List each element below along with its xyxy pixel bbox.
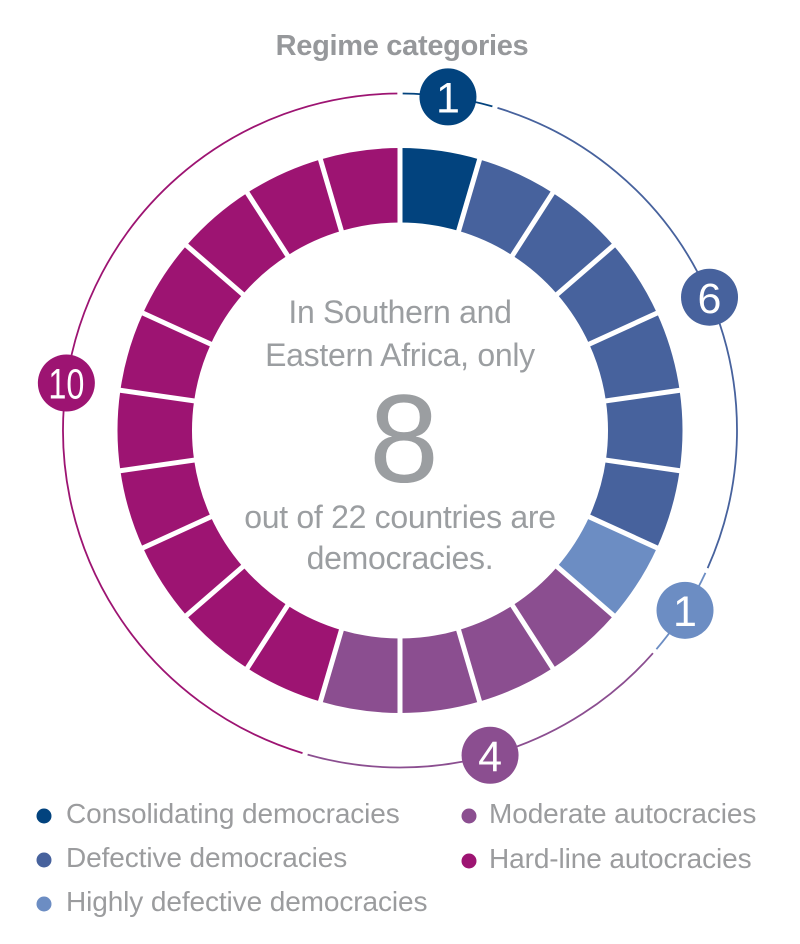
svg-text:Consolidating democracies: Consolidating democracies — [66, 798, 400, 829]
svg-text:out of 22 countries are: out of 22 countries are — [244, 499, 556, 535]
svg-text:6: 6 — [698, 275, 722, 323]
svg-text:4: 4 — [478, 733, 502, 781]
svg-text:Moderate autocracies: Moderate autocracies — [489, 798, 756, 829]
svg-text:Highly defective democracies: Highly defective democracies — [66, 886, 427, 917]
svg-text:1: 1 — [436, 75, 460, 123]
svg-text:Regime categories: Regime categories — [276, 30, 529, 62]
svg-text:Hard-line autocracies: Hard-line autocracies — [489, 843, 751, 874]
svg-text:In Southern and: In Southern and — [288, 294, 511, 330]
svg-text:1: 1 — [673, 588, 697, 636]
svg-text:democracies.: democracies. — [307, 540, 494, 576]
svg-text:Defective democracies: Defective democracies — [66, 842, 347, 873]
svg-text:8: 8 — [369, 370, 439, 509]
svg-text:10: 10 — [48, 361, 84, 409]
svg-text:Eastern Africa, only: Eastern Africa, only — [265, 337, 535, 373]
